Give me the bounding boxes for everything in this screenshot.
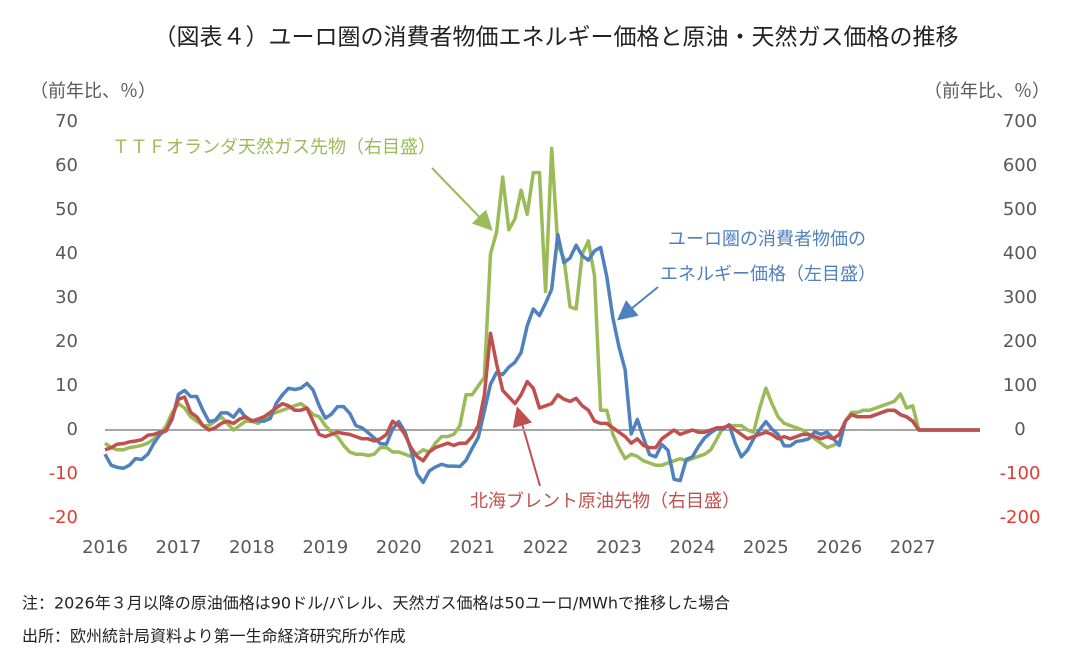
x-tick-label: 2027 (890, 537, 936, 558)
y-tick-label: -10 (49, 463, 78, 484)
y-tick-label: 50 (55, 199, 78, 220)
y-tick-label: 20 (55, 331, 78, 352)
y2-tick-label: -200 (1000, 507, 1041, 528)
y2-axis-label: （前年比、％） (924, 81, 1050, 102)
source: 出所：欧州統計局資料より第一生命経済研究所が作成 (22, 627, 406, 646)
chart-title: （図表４）ユーロ圏の消費者物価エネルギー価格と原油・天然ガス価格の推移 (154, 25, 959, 51)
note: 注：2026年３月以降の原油価格は90ドル/バレル、天然ガス価格は50ユーロ/M… (22, 594, 730, 613)
x-tick-label: 2026 (816, 537, 862, 558)
x-tick-label: 2018 (229, 537, 275, 558)
y2-tick-label: 700 (1003, 111, 1037, 132)
y2-tick-label: 100 (1003, 375, 1037, 396)
y2-tick-label: 300 (1003, 287, 1037, 308)
x-tick-label: 2019 (302, 537, 348, 558)
series-line (104, 331, 980, 463)
x-tick-label: 2021 (449, 537, 495, 558)
y-tick-label: 30 (55, 287, 78, 308)
y2-tick-label: 400 (1003, 243, 1037, 264)
x-tick-label: 2017 (156, 537, 202, 558)
x-tick-label: 2023 (596, 537, 642, 558)
annotation: ユーロ圏の消費者物価の (668, 229, 866, 250)
y2-tick-label: 500 (1003, 199, 1037, 220)
annotation-arrow (512, 406, 541, 487)
y-tick-label: -20 (49, 507, 78, 528)
y-tick-label: 10 (55, 375, 78, 396)
y-tick-label: 0 (67, 419, 78, 440)
y-tick-label: 70 (55, 111, 78, 132)
annotation: エネルギー価格（左目盛） (660, 264, 876, 285)
annotation-arrow (616, 286, 659, 321)
x-tick-label: 2024 (670, 537, 716, 558)
x-tick-label: 2025 (743, 537, 789, 558)
x-tick-label: 2022 (523, 537, 569, 558)
y-tick-label: 60 (55, 155, 78, 176)
y2-tick-label: 0 (1014, 419, 1025, 440)
annotation: ＴＴＦオランダ天然ガス先物（右目盛） (112, 137, 436, 158)
annotation: 北海ブレント原油先物（右目盛） (470, 490, 740, 512)
y2-tick-label: 600 (1003, 155, 1037, 176)
annotation-arrow (431, 167, 493, 231)
y-axis-label: （前年比、％） (30, 81, 156, 102)
y2-tick-label: 200 (1003, 331, 1037, 352)
y-tick-label: 40 (55, 243, 78, 264)
y2-tick-label: -100 (1000, 463, 1041, 484)
x-tick-label: 2016 (82, 537, 128, 558)
x-tick-label: 2020 (376, 537, 422, 558)
